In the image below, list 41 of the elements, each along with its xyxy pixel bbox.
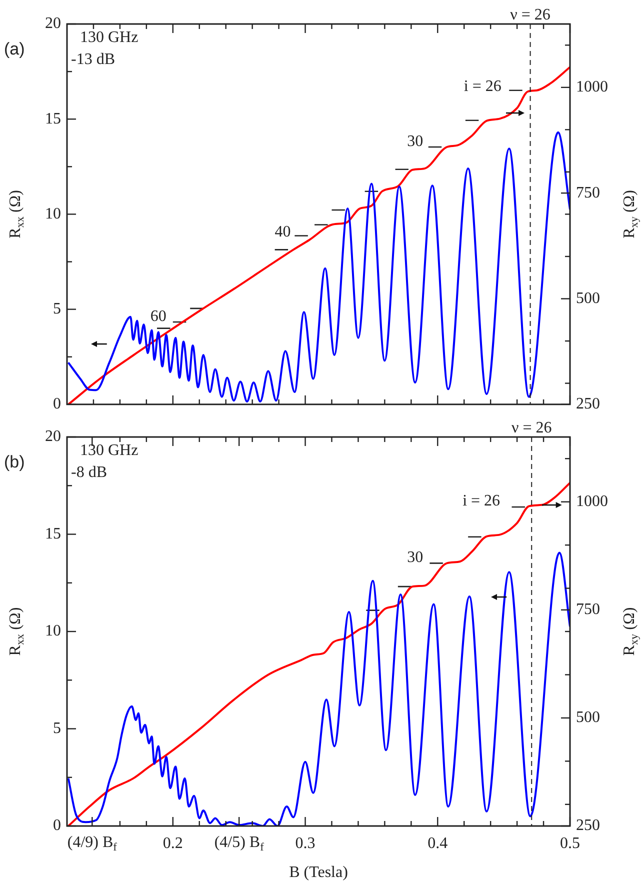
annotation: i = 26 xyxy=(462,492,500,510)
y-axis-title: Rxx (Ω) xyxy=(7,607,27,656)
y-tick-label: 20 xyxy=(45,15,61,32)
y2-tick-label: 1000 xyxy=(576,78,608,96)
y-tick-label: 15 xyxy=(45,110,61,128)
y2-tick-label: 500 xyxy=(576,709,600,726)
annotation: 60 xyxy=(150,308,166,326)
y-tick-label: 5 xyxy=(53,720,61,737)
y2-tick-label: 250 xyxy=(576,817,600,834)
text: ν = 26 xyxy=(511,419,552,436)
y2-tick-label: 750 xyxy=(576,601,600,618)
y-tick-label: 10 xyxy=(45,622,61,640)
y-tick-label: 20 xyxy=(45,428,61,446)
annotation: -8 dB xyxy=(71,464,107,482)
y2-tick-label: 500 xyxy=(576,290,600,307)
x-tick-label: 0.5 xyxy=(560,834,580,852)
y2-tick-label: 1000 xyxy=(576,493,608,510)
text: (b) xyxy=(4,452,25,472)
text: ν = 26 xyxy=(510,6,550,24)
x-tick-label: 0.4 xyxy=(428,834,448,852)
x-axis-title: B (Tesla) xyxy=(289,864,348,882)
y2-axis-title: Rxy (Ω) xyxy=(621,607,641,656)
y-tick-label: 0 xyxy=(53,817,61,834)
annotation: 130 GHz xyxy=(80,29,138,46)
text: (a) xyxy=(4,40,25,59)
y2-axis-title: Rxy (Ω) xyxy=(621,190,641,238)
annotation: 30 xyxy=(407,133,424,150)
y-axis-title: Rxx (Ω) xyxy=(7,190,27,238)
y-tick-label: 5 xyxy=(53,300,61,318)
annotation: 130 GHz xyxy=(80,442,138,460)
y-tick-label: 0 xyxy=(53,396,61,413)
y2-tick-label: 250 xyxy=(576,396,600,413)
y-tick-label: 15 xyxy=(45,525,61,542)
y-tick-label: 10 xyxy=(45,205,61,222)
y2-tick-label: 750 xyxy=(576,184,600,202)
annotation: 30 xyxy=(407,548,424,566)
x-tick-label: 0.2 xyxy=(162,834,183,852)
x-tick-label: 0.3 xyxy=(295,834,316,852)
annotation: i = 26 xyxy=(464,78,502,95)
annotation: -13 dB xyxy=(71,51,115,68)
annotation: 40 xyxy=(274,223,291,240)
